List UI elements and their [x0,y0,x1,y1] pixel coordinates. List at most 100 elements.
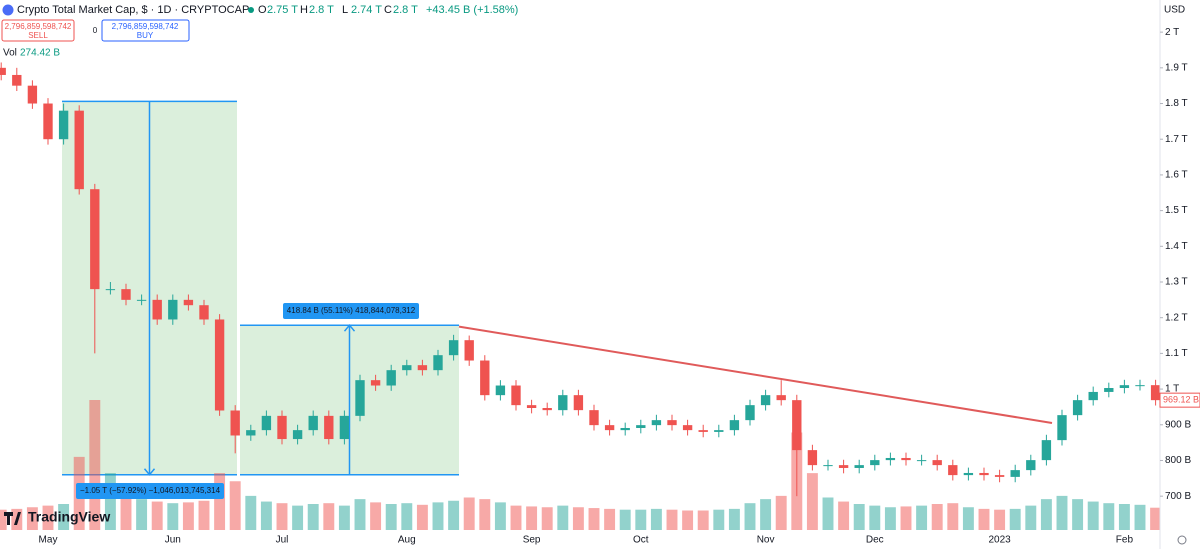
brand-logo: TradingView [4,509,110,525]
volume-bar [604,508,616,530]
volume-bar [775,495,787,530]
candle-body [901,457,911,461]
price-scale [1160,0,1200,549]
volume-bar [822,497,834,530]
buy-box[interactable] [101,19,190,42]
volume-bar [728,508,740,530]
volume-bar [838,501,850,530]
candle-body [261,415,272,431]
candle-body [542,408,552,411]
volume-bar [276,503,288,530]
volume-bar [214,473,226,530]
candle-body [838,465,849,468]
sell-button[interactable]: 2,796,859,598,742 SELL [1,19,75,42]
volume-bar [354,499,366,530]
volume-bar [962,507,974,530]
x-tick-label: 2023 [988,535,1011,546]
settings-icon[interactable] [1177,535,1187,545]
sell-box[interactable] [1,19,75,42]
candle-body [480,360,490,396]
symbol-title: Crypto Total Market Cap, $ · 1D · CRYPTO… [17,4,249,16]
volume-bar [526,506,538,530]
currency: USD [1164,5,1185,16]
volume-bar [260,501,272,530]
volume-bar [1040,499,1052,530]
y-tick-label: 1.1 T [1165,348,1188,359]
x-tick-label: Oct [633,535,649,546]
candle-body [792,400,802,451]
volume-label: Vol [3,48,17,59]
volume-bar [744,503,756,530]
ohlc-key: L [342,4,348,16]
candle-body [573,395,584,411]
volume-bar [1056,495,1068,530]
candle-body [183,299,194,306]
volume-bar [198,500,210,530]
x-tick-label: Aug [398,535,416,546]
y-axis: 700 B 800 B 900 B 1 T 1.1 T 1.2 T 1.3 T 1.4 T 1.… [1160,27,1191,502]
candle-body [885,457,896,461]
y-tick-label: 900 B [1165,419,1191,430]
trendline [458,325,1053,424]
candle-body [963,472,974,476]
buy-button[interactable]: 2,796,859,598,742 BUY [101,19,190,42]
volume-bar [1072,499,1084,530]
candle-body [386,370,396,386]
volume-bar [978,508,990,530]
volume-bar [167,503,179,530]
volume-bar [120,493,132,530]
ohlc-key: C [384,4,392,16]
candle-body [324,415,334,440]
candle-body [464,340,474,361]
volume-bar [760,499,772,530]
volume-bar [931,504,943,530]
volume-bar [448,500,460,530]
buy-label[interactable]: BUY [137,31,154,40]
x-tick-label: May [39,535,58,546]
volume-bar [58,504,70,530]
volume-bar [713,509,725,530]
candle-body [355,380,365,416]
volume-bar [682,510,694,530]
brand-icon [4,512,21,525]
candle-body [636,425,646,428]
candle-body [370,380,381,386]
volume-bar [370,502,382,530]
sell-label[interactable]: SELL [28,31,48,40]
candle-body [1072,400,1083,416]
candle-body [105,289,116,291]
candle-body [667,420,677,426]
volume-bar [338,505,350,530]
candle-body [402,365,412,371]
volume-bar [557,505,569,530]
volume-bar [463,497,475,530]
candle-body [714,430,724,432]
measure-label-box [76,483,224,499]
candle-body [1041,440,1052,461]
buy-price[interactable]: 2,796,859,598,742 [112,22,179,31]
candle-body [526,405,537,409]
candle-body [1119,385,1130,389]
y-tick-label: 1 T [1165,384,1179,395]
x-tick-label: Dec [866,535,884,546]
candle-body [152,299,162,320]
ohlc-value: 2.8 T [393,4,418,16]
volume-bar [1150,507,1162,530]
volume-bar [229,481,241,530]
candle-body [246,430,256,436]
sell-price[interactable]: 2,796,859,598,742 [5,22,72,31]
ohlc-value: 2.74 T [351,4,382,16]
status-dot [248,7,254,13]
volume-bar [900,506,912,530]
volume-bar [1118,504,1130,530]
candle-body [558,395,568,411]
volume-bar [884,507,896,530]
y-tick-label: 2 T [1165,27,1179,38]
volume-bar [182,502,194,530]
volume-bar [1025,505,1037,530]
measure-label-box [283,303,419,319]
measure-label: −1.05 T (−57.92%) −1,046,013,745,314 [80,486,221,495]
volume-bar [541,507,553,530]
